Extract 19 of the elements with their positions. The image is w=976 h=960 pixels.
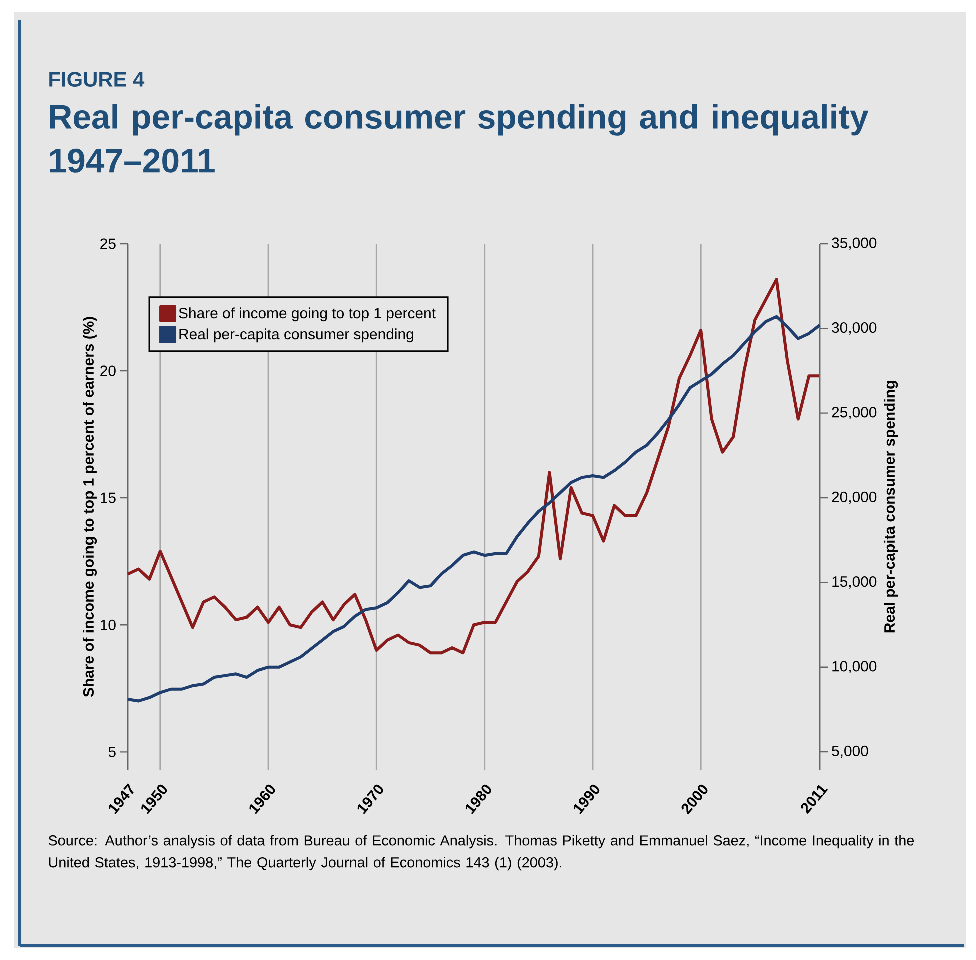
- legend-label: Real per-capita consumer spending: [180, 328, 414, 343]
- y2-tick-label: 20,000: [832, 492, 877, 504]
- y2-tick-label: 5,000: [832, 746, 868, 758]
- y2-tick-label: 15,000: [832, 576, 877, 589]
- y2-axis-title: Real per-capita consumer spending: [884, 381, 898, 633]
- y-tick-label: 20: [100, 366, 116, 376]
- legend-label: Share of income going to top 1 percent: [179, 308, 436, 322]
- y-tick-label: 25: [100, 238, 116, 250]
- y-axis-title: Share of income going to top 1 percent of earners (%): [83, 317, 98, 698]
- chart-subtitle: FIGURE 4: [50, 72, 145, 87]
- source-note: Source: Author’s analysis of data from Bureau of Economic Analysis. Thomas Piketty and Emmanuel Saez, “Income Inequality in the United States, 1913-1998,” The Quarterly Journal of Economics 143 (1) (2003).: [48, 835, 914, 871]
- y2-tick-label: 30,000: [832, 322, 877, 335]
- y-tick-label: 15: [101, 492, 116, 504]
- y2-tick-label: 10,000: [832, 661, 877, 674]
- chart-title: Real per-capita consumer spending and inequality 1947–2011: [50, 104, 869, 173]
- y-tick-label: 10: [101, 620, 116, 630]
- y2-tick-label: 35,000: [832, 238, 877, 250]
- y-tick-label: 5: [108, 746, 116, 758]
- y2-tick-label: 25,000: [832, 407, 877, 420]
